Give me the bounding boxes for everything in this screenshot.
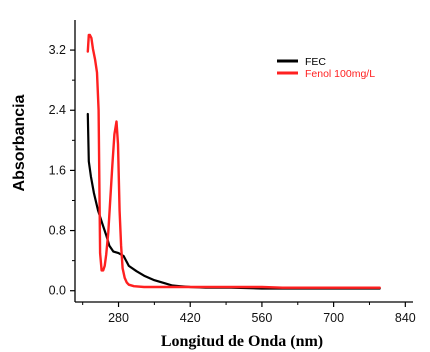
x-tick-label-700: 700 — [323, 311, 344, 325]
y-tick-label-0: 0.0 — [49, 284, 66, 298]
y-tick-label-3.2: 3.2 — [49, 43, 66, 57]
x-tick-label-560: 560 — [251, 311, 272, 325]
y-tick-label-2.4: 2.4 — [49, 103, 66, 117]
legend-label-fenol: Fenol 100mg/L — [305, 68, 375, 80]
axes: 280 420 560 700 840 0.0 0.8 1.6 2.4 3.2 — [49, 20, 416, 325]
x-tick-label-280: 280 — [108, 311, 129, 325]
legend: FEC Fenol 100mg/L — [277, 56, 375, 80]
y-tick-label-1.6: 1.6 — [49, 163, 66, 177]
series-line-fec — [86, 112, 381, 290]
x-axis-title: Longitud de Onda (nm) — [161, 333, 323, 350]
series-lines — [86, 33, 381, 290]
x-tick-label-420: 420 — [180, 311, 201, 325]
y-axis-title: Absorbancia — [11, 94, 28, 191]
legend-label-fec: FEC — [305, 56, 326, 68]
y-tick-label-0.8: 0.8 — [49, 224, 66, 238]
series-line-fenol — [86, 33, 381, 289]
x-tick-label-840: 840 — [395, 311, 416, 325]
